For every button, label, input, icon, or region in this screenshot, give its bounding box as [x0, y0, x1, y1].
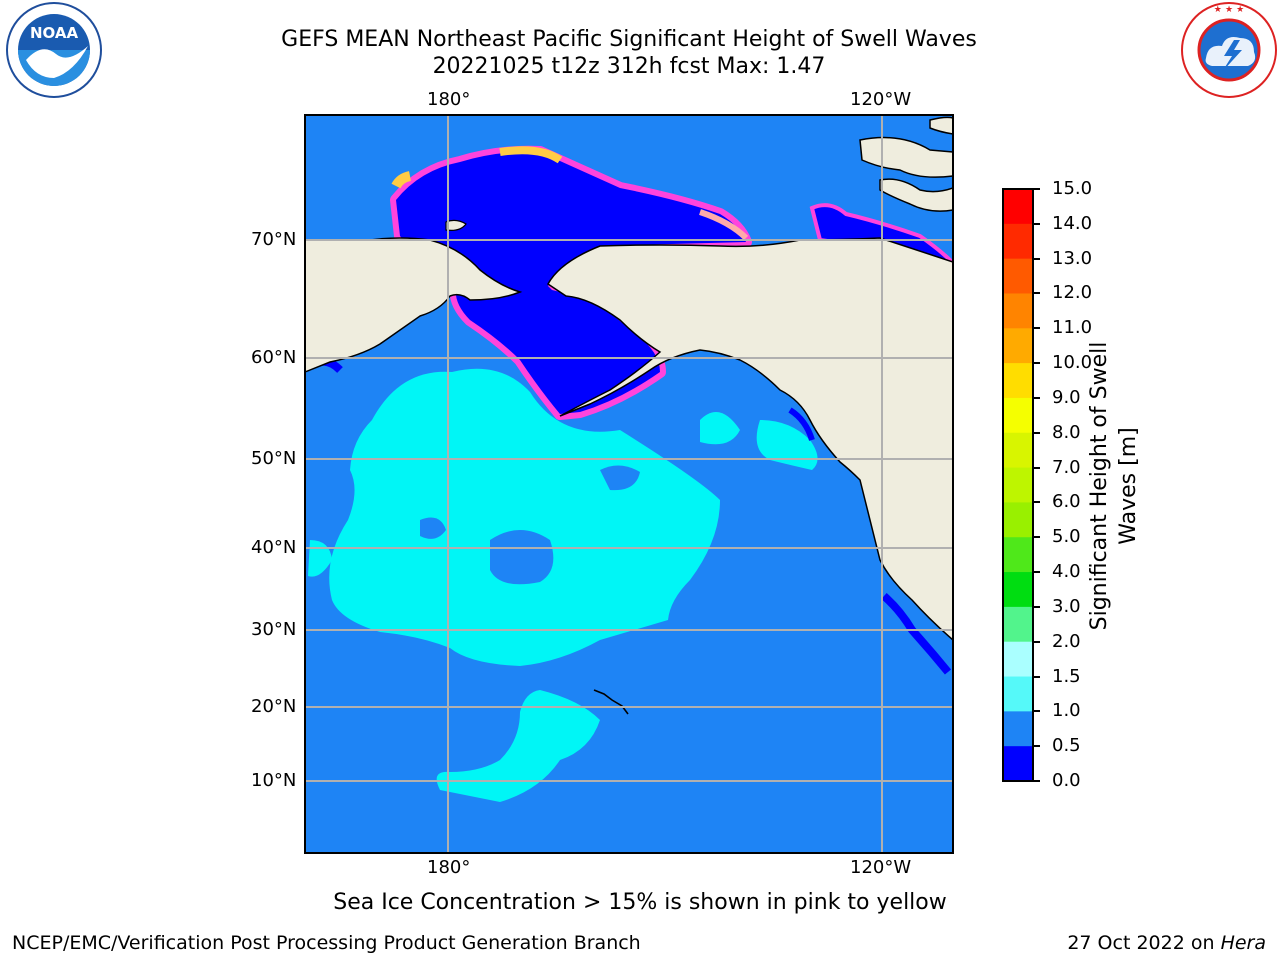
- colorbar-tick-label: 0.5: [1052, 735, 1081, 757]
- lat-label-20n: 20°N: [251, 696, 297, 717]
- noaa-logo: NOAA: [6, 2, 102, 98]
- colorbar: [1002, 188, 1034, 782]
- colorbar-tick-label: 7.0: [1052, 456, 1081, 478]
- colorbar-tick-mark: [1034, 292, 1040, 295]
- colorbar-tick-mark: [1034, 536, 1040, 539]
- graticule: [305, 115, 953, 853]
- sea-ice-caption: Sea Ice Concentration > 15% is shown in …: [333, 890, 947, 915]
- colorbar-tick-mark: [1034, 710, 1040, 713]
- colorbar-segment: [1003, 189, 1033, 225]
- colorbar-segment: [1003, 397, 1033, 434]
- colorbar-tick-label: 4.0: [1052, 561, 1081, 583]
- bottom-lon-label-180: 180°: [427, 857, 471, 878]
- colorbar-tick-label: 2.0: [1052, 630, 1081, 652]
- colorbar-segment: [1003, 432, 1033, 469]
- noaa-logo-text: NOAA: [30, 24, 79, 42]
- colorbar-tick-mark: [1034, 780, 1040, 782]
- top-lon-label-180: 180°: [427, 89, 471, 110]
- chart-subtitle: 20221025 t12z 312h fcst Max: 1.47: [432, 54, 826, 79]
- colorbar-segment: [1003, 363, 1033, 399]
- bottom-lon-label-120w: 120°W: [850, 857, 912, 878]
- colorbar-segment: [1003, 502, 1033, 538]
- footer-date: 27 Oct 2022 on Hera: [1067, 932, 1266, 954]
- colorbar-segment: [1003, 258, 1033, 294]
- nws-logo: ★ ★ ★: [1181, 2, 1277, 98]
- colorbar-segment: [1003, 467, 1033, 503]
- colorbar-segment: [1003, 641, 1033, 678]
- colorbar-segment: [1003, 606, 1033, 643]
- colorbar-tick-label: 9.0: [1052, 386, 1081, 408]
- top-lon-label-120w: 120°W: [850, 89, 912, 110]
- colorbar-segment: [1003, 746, 1033, 782]
- colorbar-segment: [1003, 293, 1033, 329]
- colorbar-tick-label: 0.0: [1052, 770, 1081, 791]
- colorbar-tick-label: 12.0: [1052, 282, 1093, 304]
- lat-label-10n: 10°N: [251, 770, 297, 791]
- colorbar-title-line2: Waves [m]: [1116, 427, 1141, 545]
- colorbar-segment: [1003, 223, 1033, 260]
- colorbar-segment: [1003, 572, 1033, 608]
- colorbar-tick-mark: [1034, 466, 1040, 469]
- footer-credit: NCEP/EMC/Verification Post Processing Pr…: [12, 932, 641, 954]
- colorbar-tick-label: 13.0: [1052, 247, 1093, 269]
- colorbar-tick-mark: [1034, 571, 1040, 574]
- colorbar-tick-mark: [1034, 327, 1040, 330]
- lat-label-50n: 50°N: [251, 448, 297, 469]
- colorbar-tick-mark: [1034, 605, 1040, 608]
- colorbar-tick-label: 3.0: [1052, 595, 1081, 617]
- colorbar-tick-mark: [1034, 745, 1040, 748]
- colorbar-title-line1: Significant Height of Swell: [1087, 341, 1112, 631]
- colorbar-tick-label: 1.5: [1052, 665, 1081, 687]
- colorbar-tick-mark: [1034, 222, 1040, 225]
- colorbar-tick-mark: [1034, 188, 1040, 190]
- colorbar-segment: [1003, 537, 1033, 573]
- colorbar-tick-mark: [1034, 675, 1040, 678]
- map-frame: [304, 114, 954, 854]
- colorbar-tick-label: 6.0: [1052, 491, 1081, 513]
- colorbar-tick-mark: [1034, 501, 1040, 504]
- svg-text:★ ★ ★: ★ ★ ★: [1214, 5, 1244, 15]
- colorbar-tick-label: 14.0: [1052, 212, 1093, 234]
- land-chukotka: [305, 237, 523, 373]
- colorbar-tick-mark: [1034, 257, 1040, 260]
- colorbar-segment: [1003, 328, 1033, 364]
- colorbar-tick-label: 1.0: [1052, 700, 1081, 722]
- footer-date-text: 27 Oct 2022 on: [1067, 932, 1221, 954]
- lat-label-60n: 60°N: [251, 347, 297, 368]
- colorbar-tick-label: 5.0: [1052, 526, 1081, 548]
- lat-label-40n: 40°N: [251, 537, 297, 558]
- colorbar-tick-mark: [1034, 396, 1040, 399]
- colorbar-tick-label: 8.0: [1052, 421, 1081, 443]
- hawaiian-islands: [593, 689, 629, 715]
- colorbar-tick-mark: [1034, 431, 1040, 434]
- lat-label-70n: 70°N: [251, 229, 297, 250]
- footer-host: Hera: [1220, 932, 1266, 954]
- colorbar-tick-mark: [1034, 362, 1040, 365]
- colorbar-segment: [1003, 711, 1033, 747]
- colorbar-segment: [1003, 676, 1033, 712]
- colorbar-tick-label: 11.0: [1052, 317, 1093, 339]
- colorbar-tick-label: 15.0: [1052, 178, 1093, 199]
- chart-title: GEFS MEAN Northeast Pacific Significant …: [281, 27, 977, 52]
- colorbar-tick-label: 10.0: [1052, 352, 1093, 374]
- lat-label-30n: 30°N: [251, 619, 297, 640]
- colorbar-tick-mark: [1034, 640, 1040, 643]
- swell-1-1p5m-regions: [308, 368, 818, 802]
